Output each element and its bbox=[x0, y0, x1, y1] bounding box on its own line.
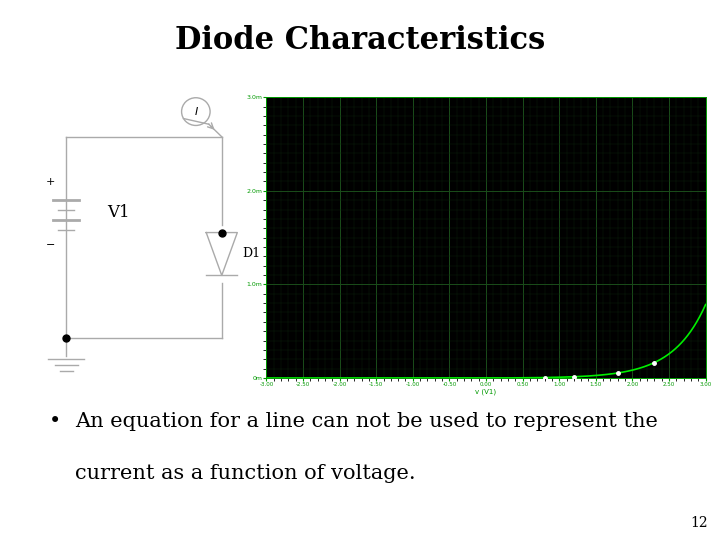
X-axis label: v (V1): v (V1) bbox=[475, 389, 497, 395]
Text: −: − bbox=[46, 240, 55, 250]
Text: current as a function of voltage.: current as a function of voltage. bbox=[75, 464, 415, 483]
Text: I: I bbox=[194, 106, 197, 117]
Text: D1: D1 bbox=[243, 247, 261, 260]
Text: An equation for a line can not be used to represent the: An equation for a line can not be used t… bbox=[75, 412, 658, 431]
Text: •: • bbox=[49, 412, 61, 431]
Text: +: + bbox=[46, 177, 55, 187]
Text: V1: V1 bbox=[107, 204, 130, 221]
Text: Diode Characteristics: Diode Characteristics bbox=[175, 25, 545, 56]
Text: 12: 12 bbox=[690, 516, 708, 530]
